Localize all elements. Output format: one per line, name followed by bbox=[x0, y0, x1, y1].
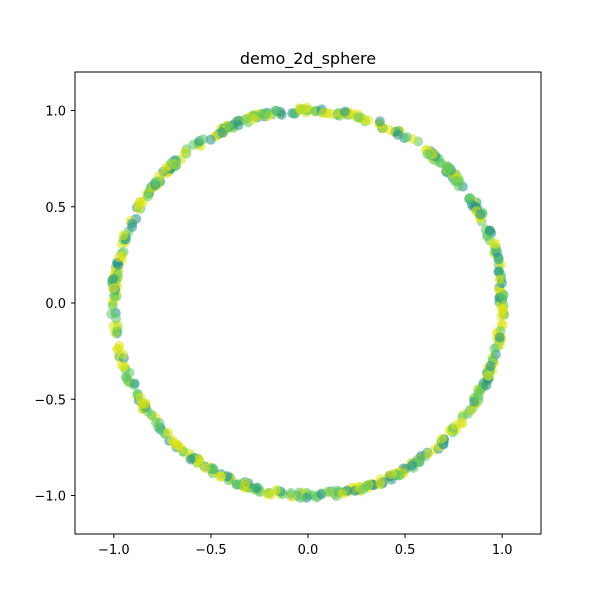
scatter-point bbox=[240, 114, 251, 125]
scatter-point bbox=[414, 456, 425, 467]
axes-frame bbox=[74, 71, 542, 535]
scatter-point bbox=[442, 161, 453, 172]
x-tick-label: 1.0 bbox=[492, 543, 513, 558]
x-tick-label: 0.0 bbox=[298, 543, 319, 558]
scatter-point bbox=[436, 433, 447, 444]
scatter-point bbox=[127, 218, 138, 229]
scatter-point bbox=[114, 252, 125, 263]
y-tick-label: 0.5 bbox=[45, 201, 66, 216]
scatter-point bbox=[240, 478, 251, 489]
scatter-point bbox=[375, 477, 386, 488]
y-axis: −1.0 −0.5 0.0 0.5 1.0 bbox=[34, 105, 75, 505]
scatter-point bbox=[113, 259, 124, 270]
scatter-point bbox=[327, 109, 338, 120]
scatter-point bbox=[497, 303, 508, 314]
scatter-point bbox=[146, 410, 157, 421]
scatter-point bbox=[163, 427, 174, 438]
scatter-point bbox=[259, 109, 270, 119]
scatter-point bbox=[118, 361, 129, 372]
scatter-point bbox=[153, 422, 164, 433]
scatter-point bbox=[160, 163, 171, 174]
scatter-point bbox=[465, 192, 476, 203]
scatter-point bbox=[401, 132, 412, 143]
scatter-point bbox=[285, 487, 296, 498]
scatter-point bbox=[392, 129, 403, 140]
scatter-point bbox=[215, 471, 225, 482]
scatter-point bbox=[483, 370, 494, 381]
scatter-point bbox=[205, 134, 216, 145]
scatter-point bbox=[265, 489, 276, 500]
scatter-point bbox=[295, 104, 306, 115]
scatter-point bbox=[108, 283, 119, 294]
scatter-point bbox=[111, 313, 122, 324]
scatter-point bbox=[481, 380, 492, 391]
scatter-point bbox=[318, 108, 329, 119]
scatter-point bbox=[107, 300, 118, 311]
scatter-point bbox=[117, 349, 128, 360]
y-tick-label: 0.0 bbox=[45, 297, 66, 312]
x-tick-label: −1.0 bbox=[98, 543, 130, 558]
scatter-point bbox=[114, 340, 125, 351]
scatter-point bbox=[224, 122, 235, 133]
scatter-point bbox=[173, 440, 184, 451]
scatter-point bbox=[484, 225, 495, 236]
scatter-point bbox=[422, 149, 433, 160]
scatter-point bbox=[453, 181, 464, 192]
scatter-point bbox=[142, 191, 153, 202]
scatter-point bbox=[112, 326, 123, 337]
scatter-point bbox=[171, 160, 182, 171]
scatter-point bbox=[108, 274, 119, 285]
scatter-point bbox=[185, 454, 196, 465]
scatter-point bbox=[337, 489, 348, 500]
scatter-point bbox=[193, 457, 204, 468]
scatter-point bbox=[248, 114, 259, 125]
scatter-point bbox=[217, 127, 228, 138]
scatter-point bbox=[374, 116, 385, 127]
scatter-point bbox=[295, 492, 306, 503]
scatter-point bbox=[118, 230, 129, 241]
x-axis: −1.0 −0.5 0.0 0.5 1.0 bbox=[98, 534, 513, 558]
scatter-point bbox=[493, 266, 504, 277]
scatter-point bbox=[498, 290, 509, 301]
scatter-point bbox=[150, 176, 161, 187]
scatter-point bbox=[233, 120, 244, 131]
scatter-point bbox=[200, 462, 211, 473]
scatter-point bbox=[339, 106, 350, 117]
scatter-point bbox=[494, 274, 505, 285]
y-tick-label: −1.0 bbox=[34, 490, 66, 505]
x-tick-label: −0.5 bbox=[195, 543, 227, 558]
x-tick-label: 0.5 bbox=[395, 543, 416, 558]
scatter-point bbox=[251, 483, 262, 494]
scatter-point bbox=[472, 388, 483, 399]
scatter-point bbox=[394, 470, 405, 481]
scatter-point bbox=[406, 460, 417, 471]
y-tick-label: 1.0 bbox=[45, 105, 66, 120]
y-tick-label: −0.5 bbox=[34, 393, 66, 408]
scatter-point bbox=[122, 375, 133, 386]
scatter-point bbox=[386, 469, 397, 480]
scatter-point bbox=[137, 398, 148, 409]
scatter-point bbox=[490, 238, 501, 249]
scatter-point bbox=[198, 134, 209, 145]
scatter-point bbox=[493, 254, 504, 265]
scatter-point bbox=[451, 420, 462, 431]
scatter-point bbox=[207, 463, 218, 473]
scatter-point bbox=[423, 448, 434, 459]
chart-title: demo_2d_sphere bbox=[240, 49, 376, 69]
scatter-point bbox=[485, 360, 496, 371]
plot-area bbox=[106, 102, 510, 503]
scatter-point bbox=[322, 486, 333, 497]
scatter-point bbox=[179, 147, 190, 158]
scatter-point bbox=[353, 112, 364, 123]
scatter-point bbox=[489, 343, 500, 354]
scatter-point bbox=[135, 196, 146, 207]
scatter-point bbox=[475, 209, 486, 220]
scatter-point bbox=[362, 480, 373, 491]
scatter-point bbox=[494, 332, 505, 343]
